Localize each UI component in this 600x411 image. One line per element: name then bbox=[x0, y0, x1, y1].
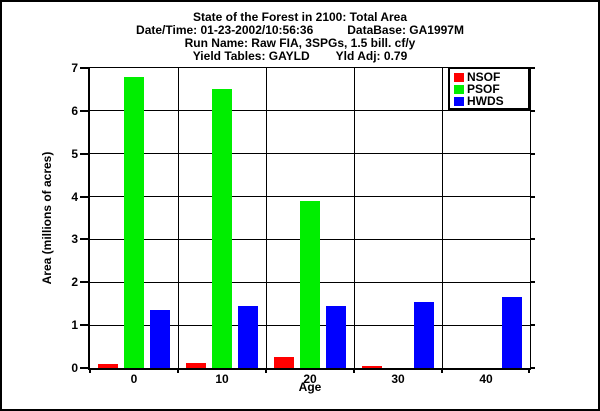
bar-hwds-age-40 bbox=[502, 297, 522, 368]
legend-label-nsof: NSOF bbox=[467, 70, 501, 84]
y-axis-tick bbox=[80, 324, 88, 327]
legend-label-hwds: HWDS bbox=[467, 94, 504, 108]
y-tick-label: 3 bbox=[71, 232, 78, 247]
y-axis-tick-right bbox=[530, 324, 535, 327]
bar-psof-age-0 bbox=[124, 76, 144, 368]
database-label: DataBase: GA1997M bbox=[347, 23, 464, 37]
gridline-vertical bbox=[177, 68, 179, 368]
gridline-horizontal bbox=[90, 196, 530, 198]
legend-item-psof: PSOF bbox=[454, 83, 528, 95]
x-tick-label: 20 bbox=[303, 372, 317, 386]
y-axis-tick-right bbox=[530, 109, 535, 112]
y-axis-tick bbox=[80, 152, 88, 155]
bar-hwds-age-20 bbox=[326, 305, 346, 368]
x-axis-tick bbox=[177, 368, 179, 373]
y-axis-tick-right bbox=[530, 238, 535, 241]
x-axis-tick bbox=[528, 368, 530, 373]
yield-adj-label: Yld Adj: 0.79 bbox=[335, 49, 408, 63]
x-axis-title: Age bbox=[298, 380, 322, 394]
y-axis-tick bbox=[80, 195, 88, 198]
legend-item-nsof: NSOF bbox=[454, 71, 528, 83]
datetime-label: Date/Time: 01-23-2002/10:56:36 bbox=[136, 23, 314, 37]
x-tick-label: 10 bbox=[215, 372, 229, 386]
y-axis-tick bbox=[80, 238, 88, 241]
x-tick-label: 40 bbox=[479, 372, 493, 386]
bar-psof-age-20 bbox=[300, 200, 320, 368]
bar-psof-age-10 bbox=[212, 89, 232, 368]
y-axis-tick-right bbox=[530, 281, 535, 284]
legend: NSOF PSOF HWDS bbox=[448, 67, 530, 110]
y-tick-label: 5 bbox=[71, 146, 78, 161]
bar-nsof-age-20 bbox=[274, 357, 294, 368]
bar-hwds-age-10 bbox=[238, 305, 258, 368]
bar-nsof-age-10 bbox=[186, 362, 206, 368]
x-tick-label: 30 bbox=[391, 372, 405, 386]
chart-title: State of the Forest in 2100: Total Area bbox=[192, 10, 408, 24]
y-tick-label: 7 bbox=[71, 61, 78, 75]
legend-swatch-hwds bbox=[454, 96, 464, 106]
gridline-horizontal bbox=[90, 153, 530, 155]
y-tick-label: 0 bbox=[71, 361, 78, 375]
legend-label-psof: PSOF bbox=[467, 82, 500, 96]
run-name-label: Run Name: Raw FIA, 3SPGs, 1.5 bill. cf/y bbox=[184, 36, 416, 50]
x-axis-tick bbox=[89, 368, 91, 373]
y-axis-tick-right bbox=[530, 152, 535, 155]
legend-swatch-nsof bbox=[454, 72, 464, 82]
chart-subtitle-line2: Date/Time: 01-23-2002/10:56:36 DataBase:… bbox=[2, 24, 598, 37]
x-axis-tick bbox=[353, 368, 355, 373]
bar-nsof-age-0 bbox=[98, 363, 118, 368]
gridline-vertical bbox=[441, 68, 443, 368]
gridline-vertical bbox=[353, 68, 355, 368]
gridline-vertical bbox=[265, 68, 267, 368]
gridline-horizontal bbox=[90, 110, 530, 112]
y-axis-title: Area (millions of acres) bbox=[40, 151, 54, 285]
y-tick-label: 1 bbox=[71, 318, 78, 333]
x-axis-tick bbox=[441, 368, 443, 373]
y-tick-label: 2 bbox=[71, 275, 78, 290]
plot-area: 0 1 2 3 4 5 6 7 0 10 20 30 40 bbox=[71, 61, 535, 386]
bar-hwds-age-0 bbox=[150, 310, 170, 368]
y-axis-tick bbox=[80, 281, 88, 284]
yield-tables-label: Yield Tables: GAYLD bbox=[192, 49, 310, 63]
y-tick-label: 6 bbox=[71, 103, 78, 118]
y-axis-tick-right bbox=[530, 367, 535, 369]
y-axis-tick-right bbox=[530, 195, 535, 198]
legend-item-hwds: HWDS bbox=[454, 95, 528, 107]
bar-hwds-age-30 bbox=[414, 301, 434, 368]
y-axis-tick bbox=[80, 367, 88, 369]
legend-swatch-psof bbox=[454, 84, 464, 94]
y-axis-tick bbox=[80, 109, 88, 112]
chart-header: State of the Forest in 2100: Total Area … bbox=[2, 11, 598, 63]
chart-subtitle-line4: Yield Tables: GAYLD Yld Adj: 0.79 bbox=[2, 50, 598, 63]
x-axis-tick bbox=[265, 368, 267, 373]
y-axis-tick bbox=[80, 67, 88, 69]
y-axis-tick-right bbox=[530, 67, 535, 69]
x-tick-label: 0 bbox=[130, 372, 138, 386]
bar-nsof-age-30 bbox=[362, 365, 382, 368]
y-tick-label: 4 bbox=[71, 189, 78, 204]
